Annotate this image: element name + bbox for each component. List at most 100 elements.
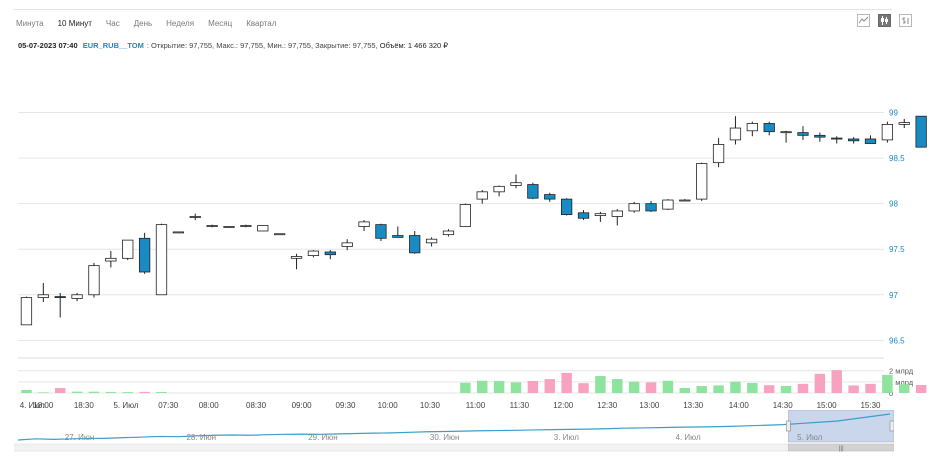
- candle-body: [223, 226, 235, 228]
- candle-body: [274, 233, 286, 236]
- volume-bar: [797, 383, 809, 393]
- price-tick-label: 98.5: [889, 154, 905, 163]
- candle-body: [797, 132, 809, 136]
- info-volume-label: Объём:: [379, 41, 406, 50]
- ohlc-bars-tool-icon[interactable]: [899, 14, 912, 27]
- candle-body: [155, 224, 168, 296]
- candle-body: [375, 224, 387, 239]
- candle-body: [138, 237, 151, 273]
- candle-body: [476, 191, 488, 200]
- navigator-tick-label: 30. Июн: [430, 433, 460, 442]
- x-tick-label: 4. Июл: [20, 401, 45, 410]
- candle-body: [324, 251, 336, 256]
- line-chart-tool-icon[interactable]: [857, 14, 870, 27]
- x-tick-label: 08:30: [246, 401, 267, 410]
- x-tick-label: 13:00: [639, 401, 660, 410]
- candle-body: [257, 225, 269, 232]
- candle-body: [628, 203, 640, 212]
- candle-body: [189, 216, 201, 218]
- candle-body: [864, 138, 877, 144]
- volume-tick-label: 1 млрд: [889, 378, 914, 387]
- volume-bar: [21, 389, 32, 393]
- chart-type-tools: [849, 14, 912, 27]
- candle-info-line: 05-07-2023 07:40 EUR_RUB__TOM: Открытие:…: [18, 41, 448, 50]
- volume-tick-label: 0: [889, 389, 893, 398]
- volume-bar: [54, 387, 66, 393]
- candle-body: [358, 221, 370, 227]
- candle-body: [172, 231, 185, 234]
- candle-body: [341, 242, 353, 247]
- tab-hour[interactable]: Час: [105, 18, 120, 28]
- volume-bar: [71, 391, 83, 393]
- navigator-right-handle: [889, 420, 894, 432]
- volume-bar: [544, 379, 555, 393]
- volume-bar: [882, 374, 893, 393]
- candle-body: [409, 235, 421, 254]
- x-tick-label: 08:00: [199, 401, 220, 410]
- candle-body: [594, 213, 607, 216]
- navigator-series-line: [17, 413, 891, 441]
- candle-body: [105, 257, 117, 262]
- navigator-left-handle: [786, 420, 791, 432]
- volume-bar: [105, 391, 117, 393]
- navigator-tick-label: 28. Июн: [186, 433, 216, 442]
- volume-bar: [747, 382, 758, 393]
- candle-body: [122, 239, 134, 259]
- candle-body: [459, 204, 471, 227]
- tab-quarter[interactable]: Квартал: [246, 18, 277, 28]
- candle-body: [577, 212, 590, 219]
- candle-body: [544, 194, 556, 200]
- candle-body: [814, 134, 826, 138]
- tab-10-minutes[interactable]: 10 Минут: [57, 18, 92, 28]
- candle-body: [240, 225, 252, 227]
- x-tick-label: 13:30: [683, 401, 704, 410]
- tab-day[interactable]: День: [133, 18, 153, 28]
- candle-body: [763, 123, 775, 133]
- x-tick-label: 18:00: [33, 401, 54, 410]
- volume-bar: [679, 387, 691, 393]
- candle-body: [54, 296, 66, 299]
- volume-bar: [645, 382, 657, 393]
- candle-body: [206, 225, 218, 227]
- candle-body: [37, 294, 49, 298]
- tab-month[interactable]: Месяц: [208, 18, 233, 28]
- x-tick-label: 14:00: [729, 401, 750, 410]
- volume-bar: [88, 391, 100, 393]
- candle-body: [307, 250, 320, 257]
- candle-body: [662, 199, 674, 210]
- navigator-scrollbar-thumb: [788, 443, 894, 452]
- candle-body: [392, 235, 404, 238]
- volume-bar: [865, 383, 876, 393]
- volume-bar: [510, 382, 522, 393]
- tab-week[interactable]: Неделя: [166, 18, 195, 28]
- volume-bar: [122, 392, 133, 393]
- volume-bar: [848, 385, 859, 393]
- navigator-tick-label: 3. Июл: [554, 433, 579, 442]
- x-tick-label: 12:00: [553, 401, 574, 410]
- info-volume-value: 1 466 320 ₽: [407, 41, 449, 50]
- candle-body: [780, 131, 792, 134]
- volume-bar: [578, 383, 589, 393]
- volume-bar: [527, 380, 539, 393]
- candle-body: [729, 127, 742, 141]
- candle-body: [290, 256, 303, 259]
- info-ohlc: Открытие: 97,755, Макс.: 97,755, Мин.: 9…: [151, 41, 378, 50]
- volume-bar: [38, 392, 49, 393]
- candle-body: [20, 297, 33, 326]
- tab-minute[interactable]: Минута: [16, 18, 44, 28]
- navigator-tick-label: 5. Июл: [797, 433, 822, 442]
- volume-bar: [814, 373, 826, 393]
- candle-body: [561, 198, 573, 216]
- top-divider: [14, 9, 892, 10]
- navigator[interactable]: 27. Июн 28. Июн 29. Июн 30. Июн 3. Июл 4. Июл…: [14, 410, 894, 452]
- x-tick-label: 11:00: [466, 401, 486, 410]
- volume-bar: [139, 391, 150, 393]
- candle-body: [493, 185, 505, 193]
- navigator-tick-label: 29. Июн: [308, 433, 338, 442]
- volume-bar: [476, 380, 488, 393]
- volume-bar: [612, 379, 623, 393]
- info-ticker[interactable]: EUR_RUB__TOM: [82, 41, 144, 50]
- candlestick-tool-icon[interactable]: [878, 14, 891, 27]
- x-tick-label: 5. Июл: [113, 401, 138, 410]
